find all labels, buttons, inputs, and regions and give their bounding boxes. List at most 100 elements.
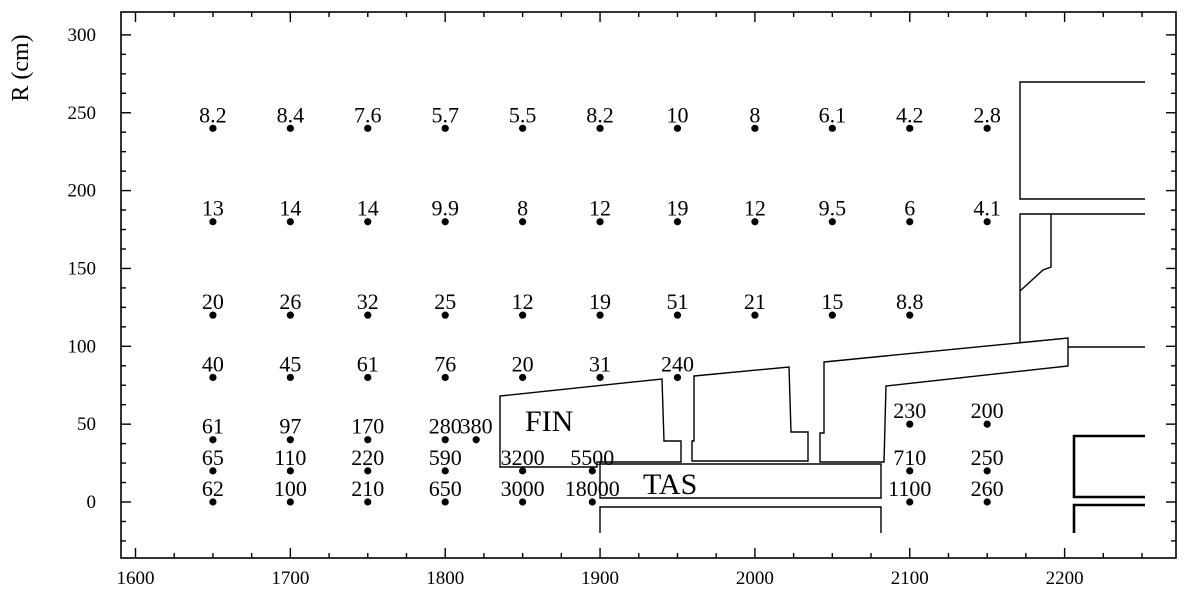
data-label: 4.1 <box>973 196 1001 221</box>
fin-absorber-outline <box>499 378 682 468</box>
data-point <box>519 218 527 226</box>
data-label: 97 <box>279 414 301 439</box>
data-label: 220 <box>351 445 384 470</box>
data-label: 240 <box>661 351 694 376</box>
data-point <box>286 498 294 506</box>
data-markers <box>209 124 991 506</box>
data-point <box>519 311 527 319</box>
data-label: 3000 <box>501 476 545 501</box>
y-tick-label: 200 <box>68 181 97 202</box>
data-point <box>441 498 449 506</box>
y-tick-label: 250 <box>68 103 97 124</box>
data-point <box>364 498 372 506</box>
y-tick-label: 100 <box>68 336 97 357</box>
geometry-outlines <box>499 81 1145 533</box>
data-point <box>751 124 759 132</box>
data-point <box>441 311 449 319</box>
data-point <box>364 218 372 226</box>
data-label: 8.8 <box>896 289 924 314</box>
data-point <box>751 311 759 319</box>
y-tick-label: 0 <box>87 492 97 513</box>
data-label: 20 <box>512 351 534 376</box>
data-point <box>596 124 604 132</box>
axis-ticks <box>121 12 1176 558</box>
data-label: 18000 <box>565 476 620 501</box>
data-label: 5500 <box>570 445 614 470</box>
data-labels: 8.2 8.4 7.6 5.7 5.5 8.2 10 8 6.1 4.2 2.8 13 14 14 9.9 8… <box>199 102 1004 501</box>
data-point <box>209 311 217 319</box>
data-label: 5.7 <box>431 102 459 127</box>
lower-tas-outline <box>599 506 882 533</box>
data-point <box>906 124 914 132</box>
quad-outline-upper <box>1072 434 1145 499</box>
data-point <box>441 124 449 132</box>
data-point <box>286 467 294 475</box>
data-label: 8 <box>517 196 528 221</box>
data-label: 210 <box>351 476 384 501</box>
data-label: 260 <box>971 476 1004 501</box>
data-label: 12 <box>744 196 766 221</box>
data-label: 230 <box>893 398 926 423</box>
data-point <box>673 124 682 132</box>
data-point <box>588 498 596 506</box>
data-label: 21 <box>744 289 766 314</box>
data-point <box>209 436 217 444</box>
data-point <box>519 498 527 506</box>
data-label: 20 <box>202 289 224 314</box>
data-point <box>286 436 294 444</box>
data-label: 5.5 <box>509 102 537 127</box>
data-label: 9.9 <box>431 196 459 221</box>
data-label: 19 <box>589 289 611 314</box>
data-point <box>906 311 914 319</box>
data-point <box>286 124 294 132</box>
upper-absorber-outline <box>819 337 1069 463</box>
data-point <box>673 218 682 226</box>
data-point <box>673 311 682 319</box>
data-point <box>751 218 759 226</box>
data-point <box>906 498 914 506</box>
data-point <box>209 373 217 382</box>
data-label: 10 <box>666 102 688 127</box>
data-point <box>828 218 836 226</box>
data-point <box>441 218 449 226</box>
data-point <box>906 218 914 226</box>
data-point <box>588 467 596 475</box>
data-label: 650 <box>429 476 462 501</box>
data-point <box>983 420 991 428</box>
data-label: 200 <box>971 398 1004 423</box>
data-label: 710 <box>893 445 926 470</box>
data-point <box>364 436 372 444</box>
data-label: 14 <box>279 196 301 221</box>
y-tick-label: 50 <box>77 414 96 435</box>
data-point <box>983 467 991 475</box>
data-point <box>441 373 449 382</box>
data-point <box>209 498 217 506</box>
data-label: 6 <box>904 196 915 221</box>
x-tick-label: 1600 <box>117 568 155 589</box>
x-tick-label: 1800 <box>426 568 464 589</box>
data-label: 61 <box>202 414 224 439</box>
data-point <box>983 124 991 132</box>
y-tick-label: 300 <box>68 25 97 46</box>
data-label: 170 <box>351 414 384 439</box>
tas-region-label: TAS <box>643 468 697 501</box>
data-label: 76 <box>434 351 456 376</box>
data-point <box>828 311 836 319</box>
y-axis-label: R (cm) <box>8 34 34 101</box>
data-point <box>673 373 682 382</box>
data-label: 12 <box>589 196 611 221</box>
data-point <box>983 498 991 506</box>
data-label: 15 <box>821 289 843 314</box>
data-label: 8 <box>749 102 760 127</box>
data-label: 62 <box>202 476 224 501</box>
x-tick-label: 2000 <box>736 568 774 589</box>
data-point <box>596 373 604 382</box>
data-label: 8.2 <box>586 102 614 127</box>
data-label: 8.2 <box>199 102 227 127</box>
data-label: 4.2 <box>896 102 924 127</box>
data-label: 280 <box>429 414 462 439</box>
data-label: 32 <box>357 289 379 314</box>
data-point <box>906 420 914 428</box>
quad-outline-lower <box>1072 503 1145 533</box>
